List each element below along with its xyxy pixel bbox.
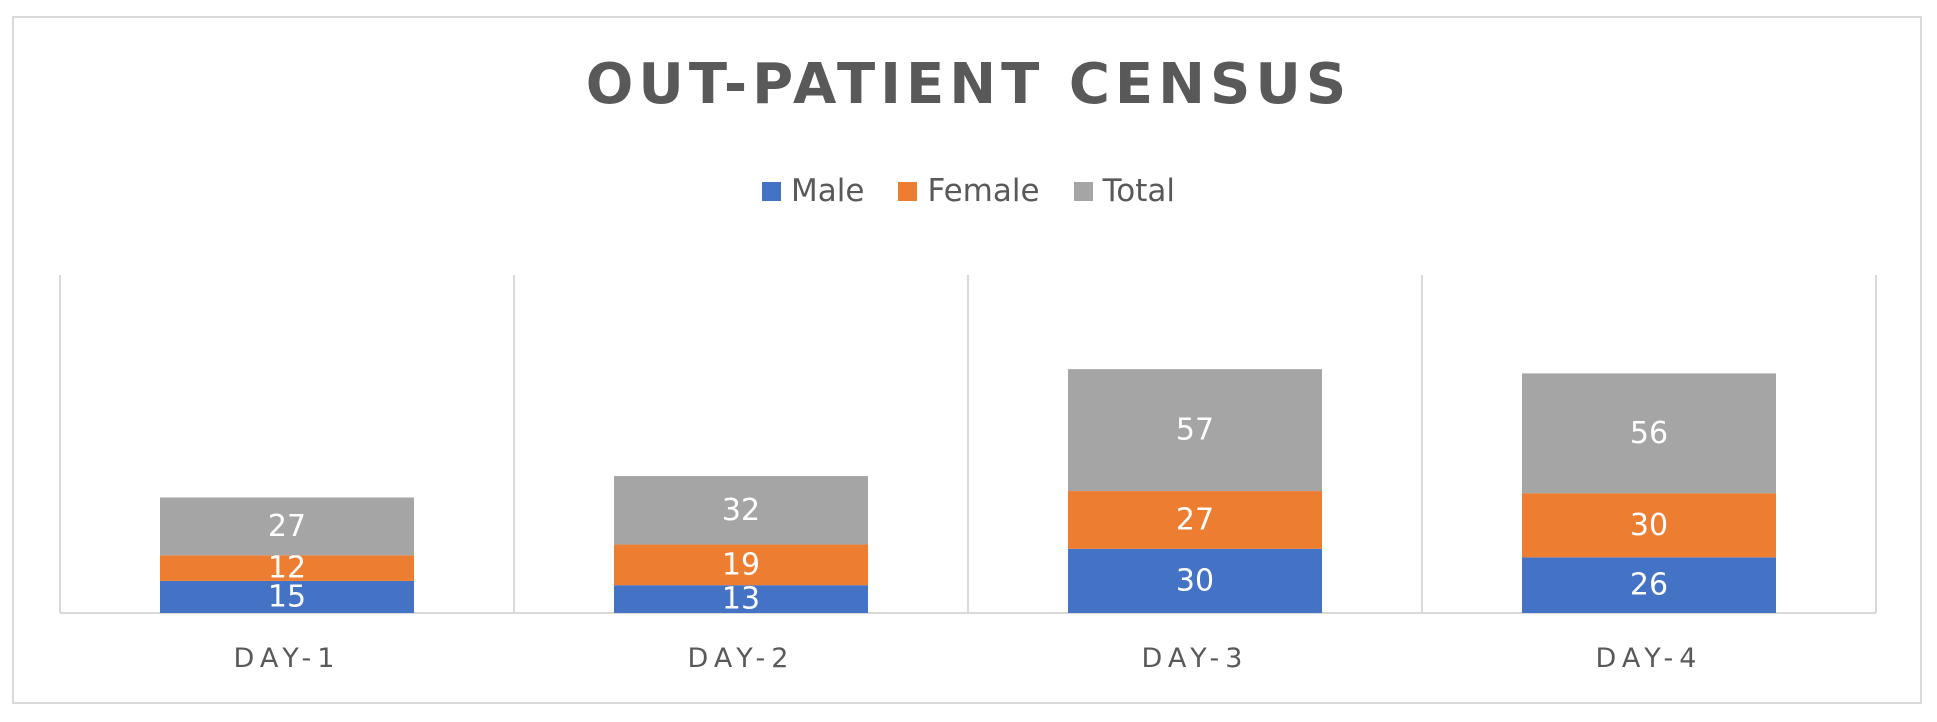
- bar-male-day-4: [1522, 557, 1776, 613]
- chart-title: OUT-PATIENT CENSUS: [585, 52, 1352, 117]
- data-label: 15: [268, 579, 306, 614]
- data-label: 19: [722, 547, 760, 582]
- legend-swatch-male: [762, 181, 782, 201]
- legend: Male Female Total: [0, 173, 1937, 209]
- legend-item-total: Total: [1073, 173, 1175, 209]
- bar-total-day-4: [1522, 373, 1776, 494]
- bar-female-day-4: [1522, 493, 1776, 558]
- data-label: 30: [1630, 508, 1668, 543]
- legend-item-male: Male: [762, 173, 864, 209]
- data-label: 27: [1176, 502, 1214, 537]
- bar-female-day-3: [1068, 491, 1322, 549]
- legend-label: Total: [1102, 173, 1175, 209]
- legend-swatch-total: [1073, 181, 1093, 201]
- bar-total-day-3: [1068, 369, 1322, 492]
- data-label: 56: [1630, 416, 1668, 451]
- x-tick-label: DAY-4: [1596, 643, 1703, 674]
- legend-label: Male: [791, 173, 865, 209]
- legend-label: Female: [927, 173, 1040, 209]
- legend-swatch-female: [898, 181, 918, 201]
- data-label: 27: [268, 509, 306, 544]
- bar-female-day-2: [614, 544, 868, 586]
- bar-male-day-3: [1068, 548, 1322, 613]
- bar-female-day-1: [160, 555, 414, 581]
- bar-total-day-2: [614, 476, 868, 545]
- legend-item-female: Female: [898, 173, 1040, 209]
- x-tick-label: DAY-3: [1142, 643, 1249, 674]
- data-label: 26: [1630, 568, 1668, 603]
- data-label: 57: [1176, 413, 1214, 448]
- x-tick-label: DAY-2: [688, 643, 795, 674]
- data-label: 13: [722, 582, 760, 617]
- data-label: 32: [722, 493, 760, 528]
- bar-total-day-1: [160, 497, 414, 556]
- data-label: 30: [1176, 563, 1214, 598]
- bar-male-day-1: [160, 580, 414, 613]
- data-label: 12: [268, 551, 306, 586]
- x-tick-label: DAY-1: [234, 643, 341, 674]
- bar-male-day-2: [614, 585, 868, 613]
